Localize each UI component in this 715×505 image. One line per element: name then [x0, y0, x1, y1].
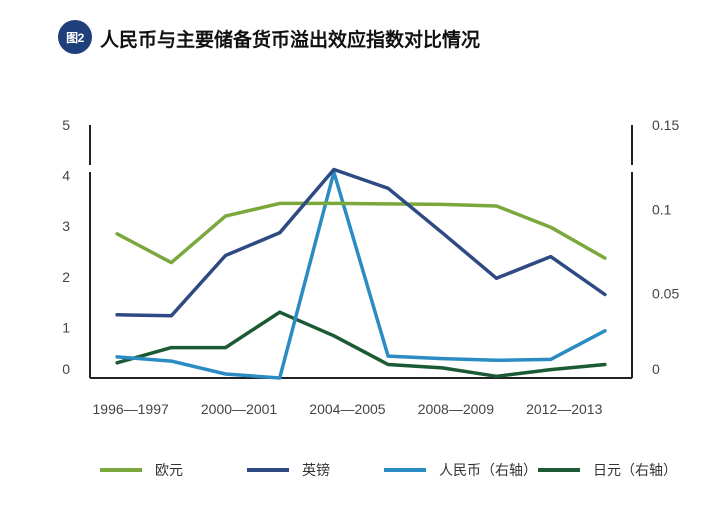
left-tick-label: 5 — [62, 117, 70, 133]
series-line-3 — [115, 310, 607, 379]
legend-label: 日元（右轴） — [593, 463, 677, 479]
legend: 欧元 英镑 人民币（右轴） 日元（右轴） — [100, 462, 677, 479]
x-tick-label: 2004—2005 — [309, 401, 386, 417]
left-tick-label: 3 — [62, 218, 70, 234]
series-line-1 — [115, 167, 607, 318]
x-tick-label: 2000—2001 — [201, 401, 278, 417]
left-tick-label: 0 — [62, 361, 70, 377]
left-tick-label: 2 — [62, 269, 70, 285]
legend-label: 英镑 — [302, 462, 330, 479]
right-tick-label: 0 — [652, 361, 660, 377]
series-line-0 — [115, 201, 607, 265]
figure-badge: 图2 — [58, 20, 92, 54]
legend-label: 欧元 — [155, 463, 183, 479]
series-layer — [115, 167, 607, 380]
x-tick-label: 2008—2009 — [418, 401, 495, 417]
right-tick-label: 0.15 — [652, 117, 679, 133]
series-line-2 — [115, 170, 607, 380]
legend-label: 人民币（右轴） — [439, 463, 537, 479]
x-tick-label: 1996—1997 — [93, 401, 170, 417]
x-tick-label: 2012—2013 — [526, 401, 603, 417]
chart-title: 人民币与主要储备货币溢出效应指数对比情况 — [100, 29, 481, 51]
right-tick-label: 0.1 — [652, 201, 672, 217]
axes: 0 1 2 3 4 5 0 0.05 0.1 0.15 1996—1997 2000—2001 2004… — [62, 117, 679, 417]
left-tick-label: 4 — [62, 168, 70, 184]
left-tick-label: 1 — [62, 319, 70, 335]
right-tick-label: 0.05 — [652, 286, 679, 302]
